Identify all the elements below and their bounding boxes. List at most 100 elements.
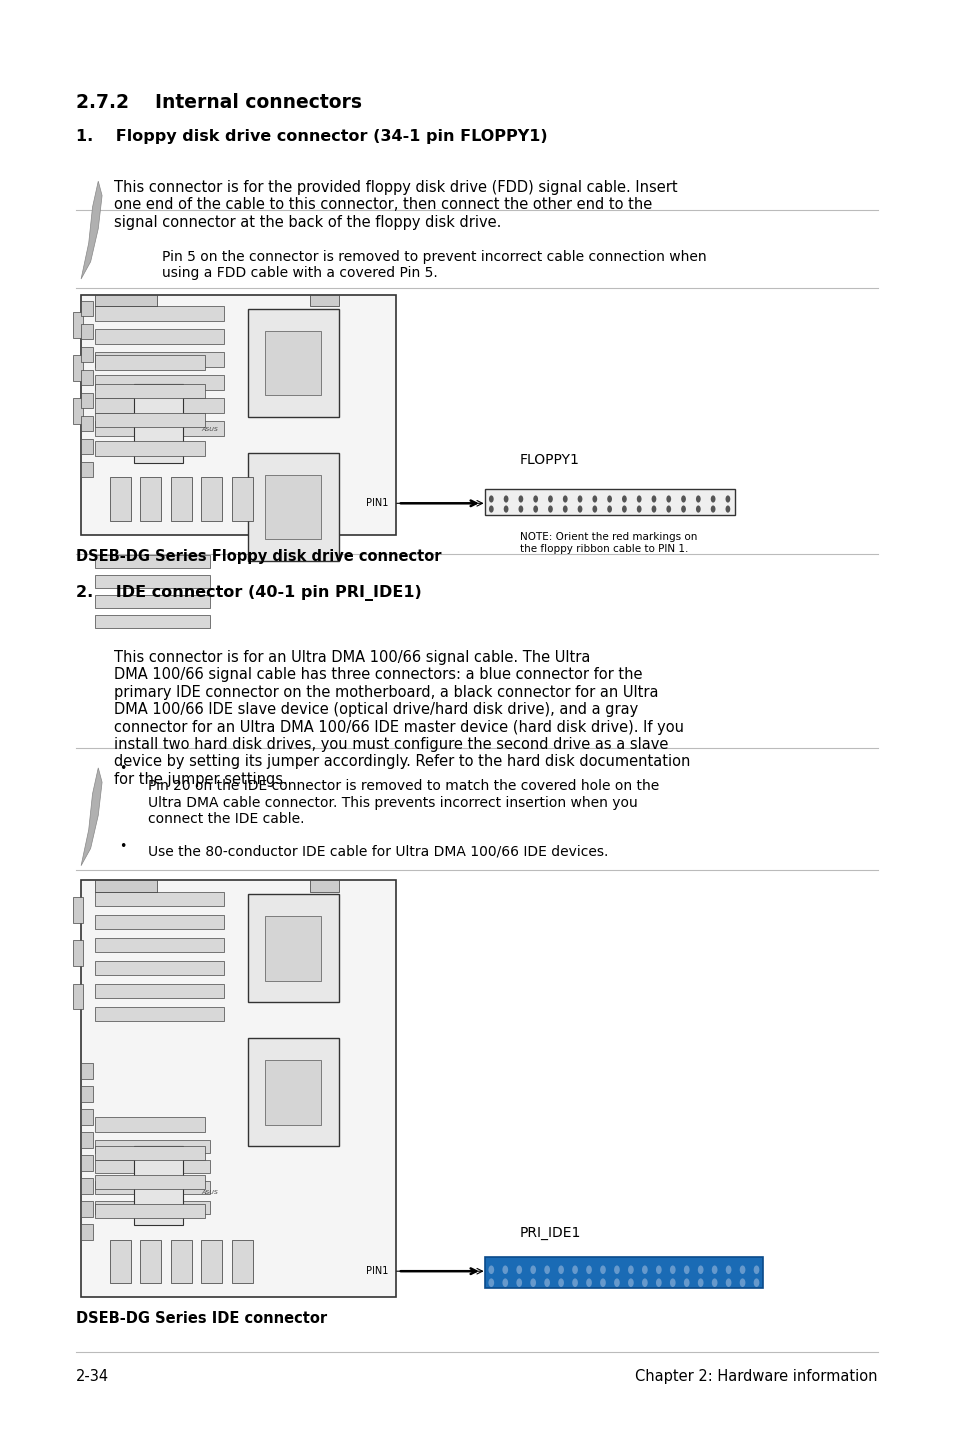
Circle shape	[488, 506, 494, 513]
Text: Pin 20 on the IDE connector is removed to match the covered hole on the
Ultra DM: Pin 20 on the IDE connector is removed t…	[148, 779, 659, 825]
Circle shape	[562, 506, 567, 513]
Text: Chapter 2: Hardware information: Chapter 2: Hardware information	[635, 1369, 877, 1383]
Bar	[81, 324, 92, 339]
Text: DSEB-DG Series IDE connector: DSEB-DG Series IDE connector	[76, 1311, 327, 1326]
Text: PIN1: PIN1	[366, 1267, 388, 1276]
Bar	[73, 984, 83, 1009]
Circle shape	[656, 1265, 661, 1274]
Bar	[95, 421, 224, 436]
Circle shape	[724, 495, 730, 503]
Bar	[95, 384, 205, 398]
Bar	[81, 393, 92, 408]
Text: PIN1: PIN1	[366, 499, 388, 508]
Bar	[81, 462, 92, 477]
Bar	[95, 329, 224, 344]
Text: •: •	[119, 840, 127, 853]
Bar	[95, 352, 224, 367]
Circle shape	[711, 1265, 717, 1274]
Circle shape	[488, 1265, 494, 1274]
Circle shape	[710, 506, 715, 513]
Circle shape	[753, 1265, 759, 1274]
Circle shape	[621, 495, 626, 503]
Bar	[484, 489, 734, 515]
Bar	[248, 453, 338, 561]
Bar	[81, 1132, 92, 1148]
Bar	[248, 1038, 338, 1146]
Circle shape	[516, 1278, 521, 1287]
Text: 2-34: 2-34	[76, 1369, 110, 1383]
Bar	[95, 441, 205, 456]
Bar	[81, 301, 92, 316]
Circle shape	[503, 506, 508, 513]
Circle shape	[577, 495, 581, 503]
Bar	[73, 355, 83, 381]
Text: ASUS: ASUS	[201, 427, 218, 433]
Circle shape	[503, 495, 508, 503]
Circle shape	[637, 506, 640, 513]
Circle shape	[562, 495, 567, 503]
Bar	[81, 1086, 92, 1102]
Bar	[81, 1063, 92, 1078]
Circle shape	[739, 1265, 744, 1274]
Bar	[95, 938, 224, 952]
Bar	[81, 1155, 92, 1171]
Circle shape	[488, 1278, 494, 1287]
Text: •: •	[119, 762, 127, 775]
Bar	[171, 477, 192, 521]
Bar	[95, 295, 157, 306]
Circle shape	[725, 1278, 731, 1287]
Bar	[73, 897, 83, 923]
Bar	[81, 439, 92, 454]
Bar	[73, 312, 83, 338]
Bar	[95, 915, 224, 929]
Circle shape	[641, 1278, 647, 1287]
Circle shape	[697, 1278, 702, 1287]
Bar	[201, 477, 222, 521]
Circle shape	[572, 1265, 578, 1274]
Circle shape	[627, 1265, 633, 1274]
Bar	[95, 984, 224, 998]
Text: 1.    Floppy disk drive connector (34-1 pin FLOPPY1): 1. Floppy disk drive connector (34-1 pin…	[76, 129, 547, 144]
Bar	[265, 916, 321, 981]
Circle shape	[572, 1278, 578, 1287]
Circle shape	[627, 1278, 633, 1287]
Circle shape	[697, 1265, 702, 1274]
Bar	[81, 1224, 92, 1240]
Bar	[95, 575, 210, 588]
Circle shape	[695, 495, 700, 503]
Bar	[95, 1146, 205, 1160]
Circle shape	[683, 1265, 689, 1274]
Circle shape	[547, 506, 552, 513]
Circle shape	[599, 1278, 605, 1287]
Circle shape	[533, 495, 537, 503]
Circle shape	[558, 1278, 563, 1287]
Circle shape	[544, 1265, 550, 1274]
Circle shape	[753, 1278, 759, 1287]
Bar	[201, 1240, 222, 1283]
Bar	[265, 331, 321, 395]
Circle shape	[533, 506, 537, 513]
Circle shape	[558, 1265, 563, 1274]
Bar	[95, 1204, 205, 1218]
Circle shape	[592, 506, 597, 513]
Bar	[95, 1140, 210, 1153]
Bar	[95, 615, 210, 628]
Bar	[95, 1201, 210, 1214]
Circle shape	[607, 495, 612, 503]
Bar	[81, 370, 92, 385]
Bar	[73, 940, 83, 966]
Circle shape	[637, 495, 640, 503]
Circle shape	[502, 1278, 508, 1287]
Circle shape	[669, 1278, 675, 1287]
Circle shape	[680, 495, 685, 503]
Bar	[95, 306, 224, 321]
Bar	[110, 477, 131, 521]
Text: 2.    IDE connector (40-1 pin PRI_IDE1): 2. IDE connector (40-1 pin PRI_IDE1)	[76, 585, 421, 601]
Bar	[95, 1007, 224, 1021]
Circle shape	[592, 495, 597, 503]
Circle shape	[669, 1265, 675, 1274]
Circle shape	[607, 506, 612, 513]
Text: This connector is for the provided floppy disk drive (FDD) signal cable. Insert
: This connector is for the provided flopp…	[114, 180, 678, 230]
Bar	[248, 309, 338, 417]
Circle shape	[710, 495, 715, 503]
